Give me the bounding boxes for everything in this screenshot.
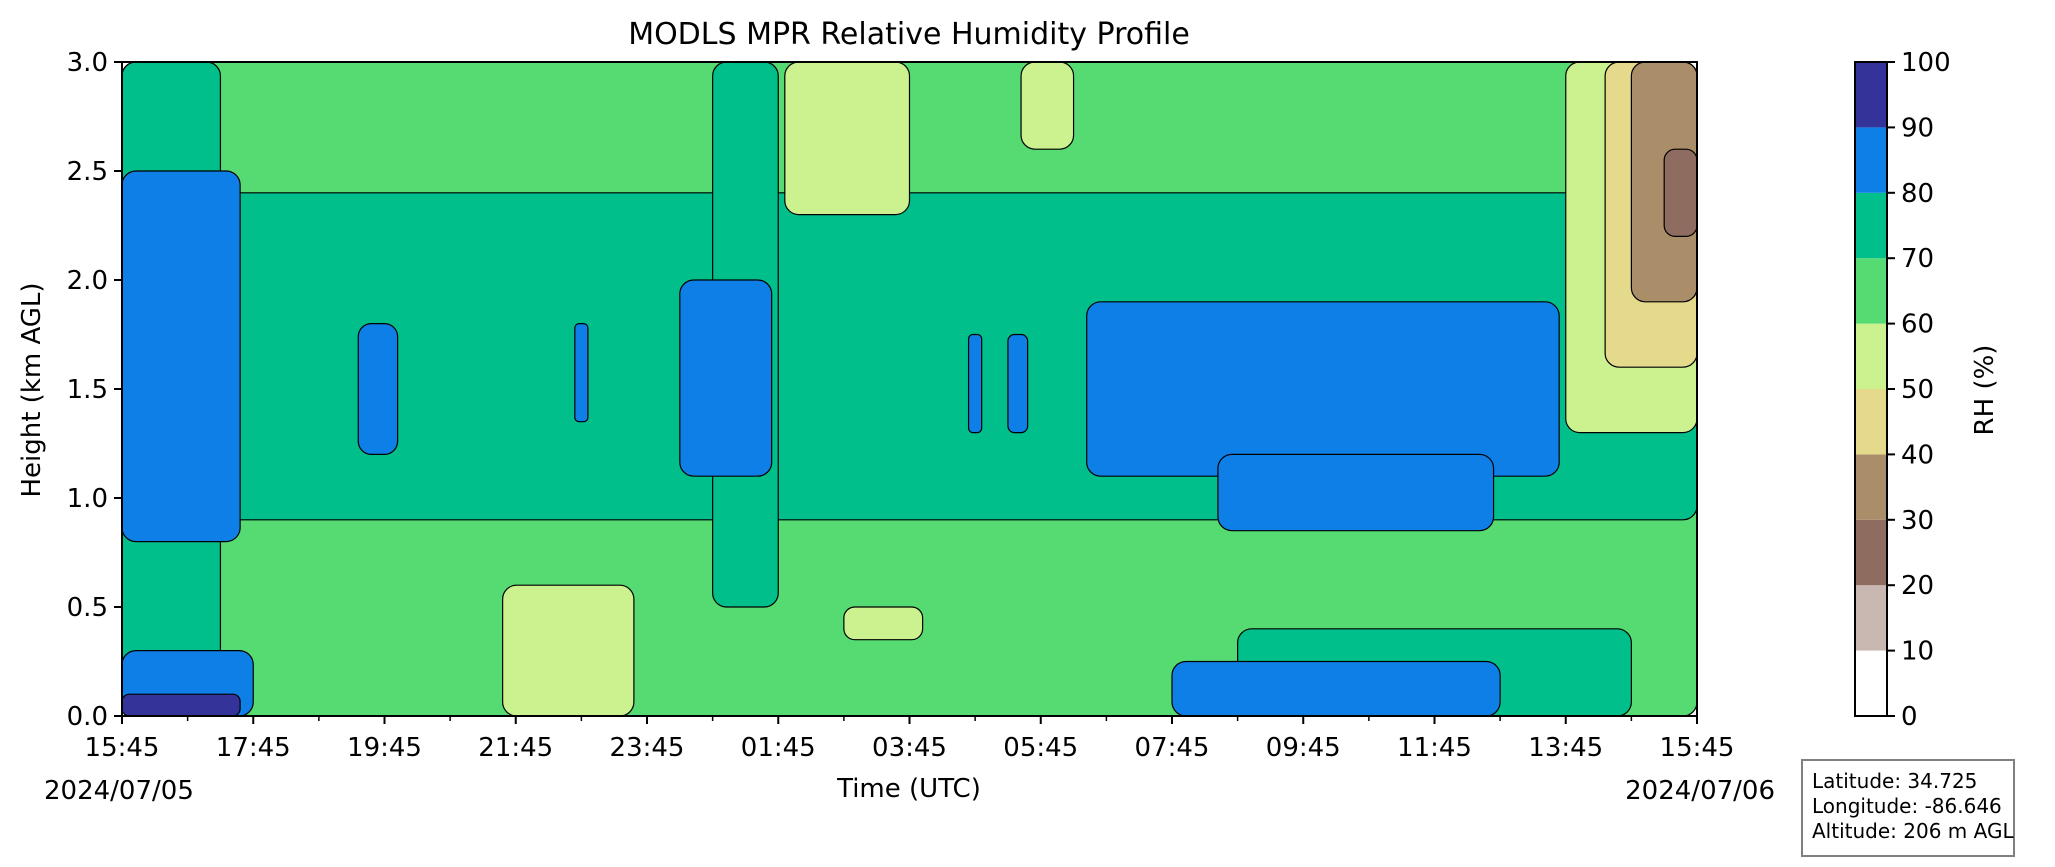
- colorbar-tick-label: 80: [1901, 179, 1934, 209]
- y-axis-label: Height (km AGL): [17, 282, 47, 497]
- contour-region-80-90: [357, 323, 399, 456]
- contour-region-50-60: [784, 62, 911, 216]
- x-end-date: 2024/07/06: [1625, 776, 1775, 806]
- colorbar-tick-label: 0: [1901, 702, 1918, 732]
- colorbar-tick-label: 70: [1901, 244, 1934, 274]
- colorbar-tick-label: 100: [1901, 48, 1951, 78]
- colorbar-tick-label: 90: [1901, 113, 1934, 143]
- x-tick-label: 13:45: [1528, 733, 1603, 763]
- x-start-date: 2024/07/05: [44, 776, 194, 806]
- colorbar-segment: [1855, 192, 1887, 259]
- x-tick-label: 15:45: [1660, 733, 1735, 763]
- contour-region-80-90: [1086, 301, 1560, 477]
- altitude-text: Altitude: 206 m AGL: [1812, 819, 2014, 843]
- contour-region-80-90: [1171, 660, 1501, 716]
- location-info-box: Latitude: 34.725 Longitude: -86.646 Alti…: [1801, 759, 2015, 857]
- latitude-text: Latitude: 34.725: [1812, 769, 1978, 793]
- x-tick-label: 11:45: [1397, 733, 1472, 763]
- colorbar-segment: [1855, 454, 1887, 520]
- contour-region-50-60: [843, 606, 924, 641]
- y-tick-label: 0.0: [67, 702, 108, 732]
- x-axis: 15:45 17:45 19:45 21:45 23:45 01:45 03:45 05:45…: [85, 716, 1735, 763]
- colorbar-segment: [1855, 585, 1887, 651]
- plot-area: [122, 62, 1697, 716]
- colorbar-segment: [1855, 519, 1887, 586]
- contour-region-80-90: [679, 279, 773, 477]
- colorbar-tick-label: 30: [1901, 506, 1934, 536]
- x-tick-label: 17:45: [216, 733, 291, 763]
- x-tick-label: 21:45: [478, 733, 553, 763]
- colorbar-segment: [1855, 389, 1887, 455]
- longitude-text: Longitude: -86.646: [1812, 794, 2002, 818]
- contour-region-80-90: [1217, 453, 1495, 532]
- chart-title: MODLS MPR Relative Humidity Profile: [628, 17, 1190, 52]
- colorbar-segment: [1855, 650, 1887, 716]
- y-axis: 0.0 0.5 1.0 1.5 2.0 2.5 3.0: [67, 48, 122, 732]
- contour-region-50-60: [1020, 62, 1075, 150]
- x-tick-label: 07:45: [1135, 733, 1210, 763]
- colorbar-tick-label: 50: [1901, 375, 1934, 405]
- y-tick-label: 3.0: [67, 48, 108, 78]
- x-tick-label: 15:45: [85, 733, 160, 763]
- contour-region-20-30: [1663, 148, 1697, 237]
- y-tick-label: 0.5: [67, 593, 108, 623]
- x-tick-label: 03:45: [872, 733, 947, 763]
- contour-region-80-90: [967, 333, 983, 434]
- x-tick-label: 09:45: [1266, 733, 1341, 763]
- y-tick-label: 2.0: [67, 266, 108, 296]
- contour-region-80-90: [122, 170, 241, 543]
- contour-region-80-90: [1007, 333, 1029, 434]
- colorbar-segment: [1855, 127, 1887, 193]
- colorbar-tick-label: 60: [1901, 310, 1934, 340]
- colorbar-segment: [1855, 258, 1887, 324]
- colorbar-segment: [1855, 62, 1887, 128]
- x-tick-label: 05:45: [1003, 733, 1078, 763]
- colorbar-segment: [1855, 323, 1887, 389]
- contour-region-90-100: [122, 693, 241, 716]
- y-tick-label: 1.5: [67, 375, 108, 405]
- colorbar-tick-label: 40: [1901, 440, 1934, 470]
- colorbar: 0 10 20 30 40 50 60 70 80 90 100: [1854, 48, 1951, 732]
- y-tick-label: 1.0: [67, 484, 108, 514]
- colorbar-tick-label: 20: [1901, 571, 1934, 601]
- x-axis-label: Time (UTC): [836, 774, 981, 804]
- colorbar-tick-label: 10: [1901, 637, 1934, 667]
- contour-region-80-90: [574, 323, 589, 423]
- contour-region-50-60: [502, 584, 635, 716]
- x-tick-label: 23:45: [610, 733, 685, 763]
- x-tick-label: 01:45: [741, 733, 816, 763]
- y-tick-label: 2.5: [67, 157, 108, 187]
- colorbar-label: RH (%): [1970, 345, 2000, 436]
- x-tick-label: 19:45: [347, 733, 422, 763]
